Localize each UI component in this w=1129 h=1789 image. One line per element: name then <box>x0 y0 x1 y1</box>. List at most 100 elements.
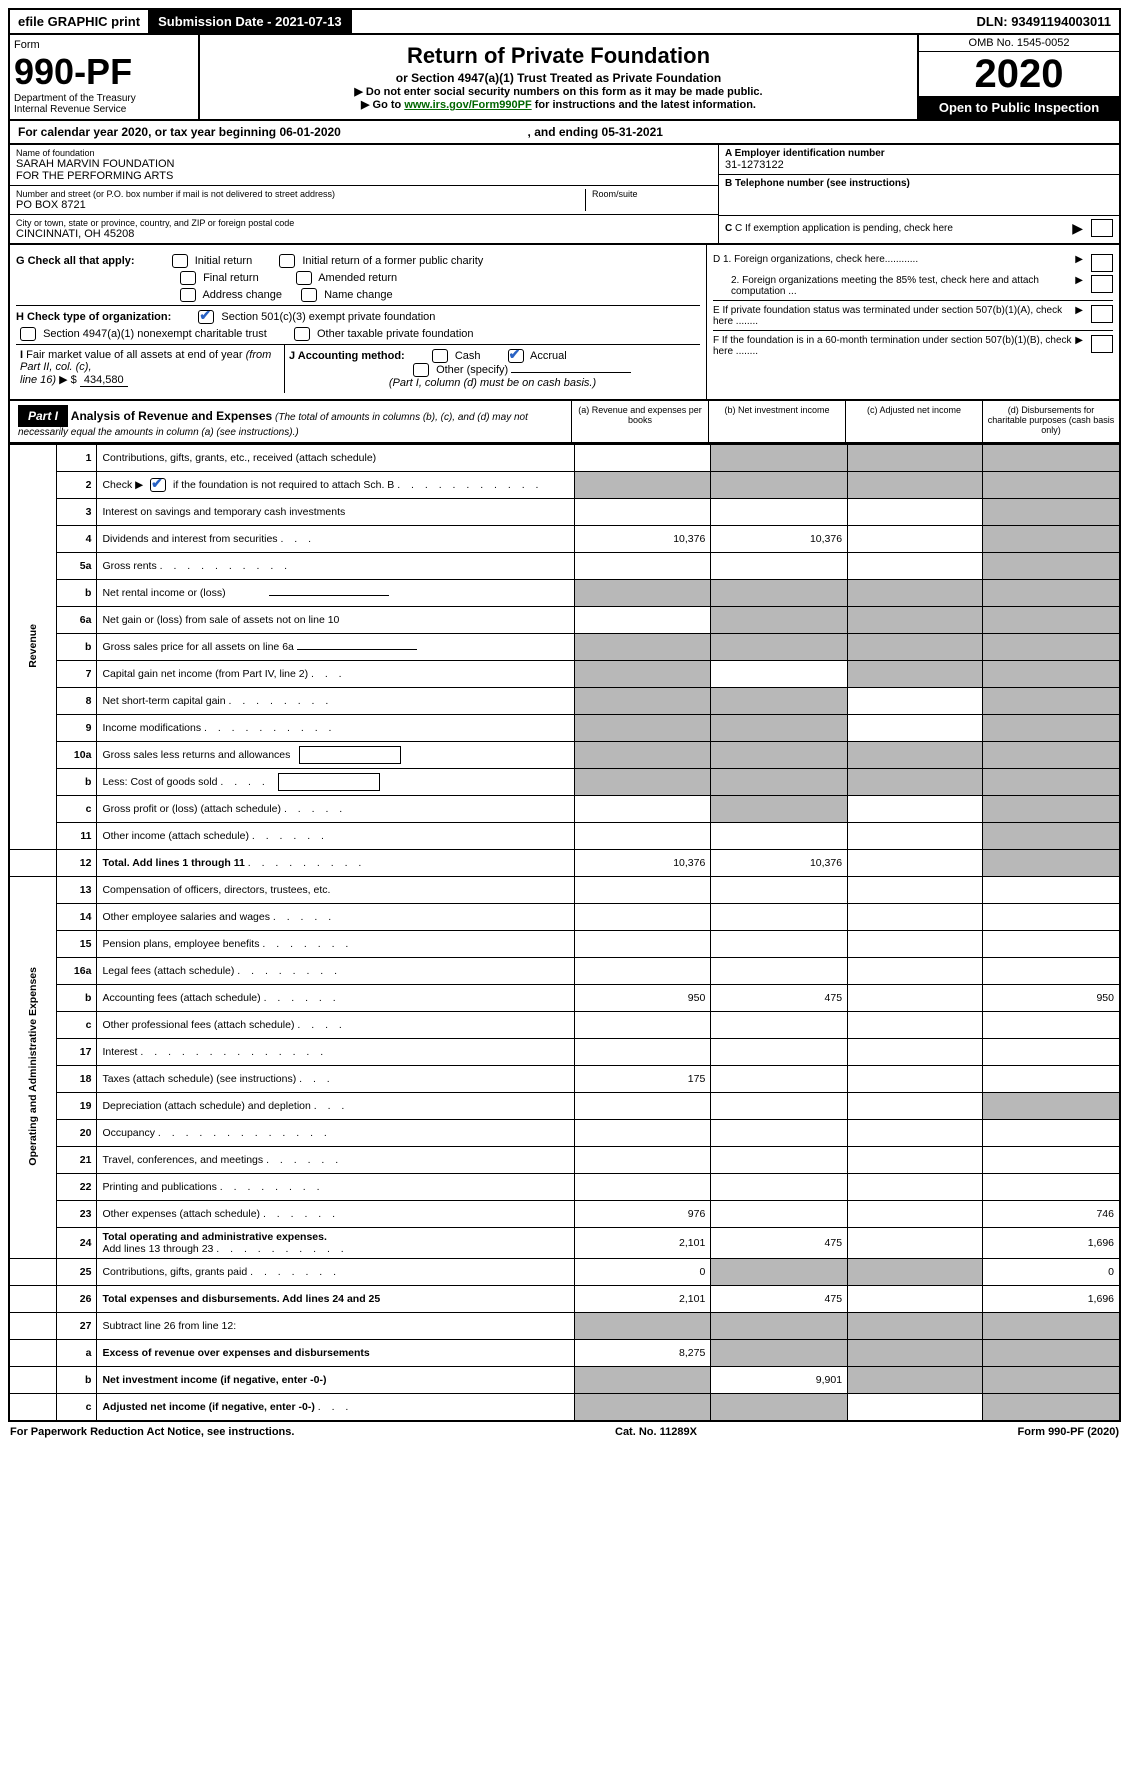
line27b-b: 9,901 <box>711 1367 848 1394</box>
room-suite-label: Room/suite <box>592 189 712 199</box>
table-row: 20Occupancy . . . . . . . . . . . . . <box>9 1120 1120 1147</box>
line25-d: 0 <box>983 1259 1120 1286</box>
form-title: Return of Private Foundation <box>206 43 911 69</box>
checks-section: G Check all that apply: Initial return I… <box>8 245 1121 401</box>
top-bar: efile GRAPHIC print Submission Date - 20… <box>8 8 1121 35</box>
table-row: 10aGross sales less returns and allowanc… <box>9 742 1120 769</box>
table-row: bGross sales price for all assets on lin… <box>9 634 1120 661</box>
table-row: 5aGross rents . . . . . . . . . . <box>9 553 1120 580</box>
table-row: Revenue 1 Contributions, gifts, grants, … <box>9 445 1120 472</box>
line24-d: 1,696 <box>983 1228 1120 1259</box>
line12-b: 10,376 <box>711 850 848 877</box>
table-row: 24Total operating and administrative exp… <box>9 1228 1120 1259</box>
initial-return-checkbox[interactable] <box>172 254 188 268</box>
final-return-checkbox[interactable] <box>180 271 196 285</box>
line16b-a: 950 <box>574 985 711 1012</box>
line18-a: 175 <box>574 1066 711 1093</box>
line4-a: 10,376 <box>574 526 711 553</box>
address-row: Number and street (or P.O. box number if… <box>10 186 718 215</box>
fmv-value: 434,580 <box>80 374 128 387</box>
col-b-header: (b) Net investment income <box>708 401 845 442</box>
line24-a: 2,101 <box>574 1228 711 1259</box>
col-c-header: (c) Adjusted net income <box>845 401 982 442</box>
table-row: 8Net short-term capital gain . . . . . .… <box>9 688 1120 715</box>
line26-b: 475 <box>711 1286 848 1313</box>
ein-row: A Employer identification number 31-1273… <box>719 145 1119 175</box>
e-checkbox[interactable] <box>1091 305 1113 323</box>
table-row: bNet rental income or (loss) <box>9 580 1120 607</box>
501c3-checkbox[interactable] <box>198 310 214 324</box>
line23-a: 976 <box>574 1201 711 1228</box>
table-row: 27Subtract line 26 from line 12: <box>9 1313 1120 1340</box>
table-row: bLess: Cost of goods sold . . . . <box>9 769 1120 796</box>
cat-number: Cat. No. 11289X <box>615 1426 697 1438</box>
table-row: 12Total. Add lines 1 through 11 . . . . … <box>9 850 1120 877</box>
irs-label: Internal Revenue Service <box>14 104 194 115</box>
col-a-header: (a) Revenue and expenses per books <box>571 401 708 442</box>
table-row: 25Contributions, gifts, grants paid . . … <box>9 1259 1120 1286</box>
line26-d: 1,696 <box>983 1286 1120 1313</box>
line27a-a: 8,275 <box>574 1340 711 1367</box>
table-row: bNet investment income (if negative, ent… <box>9 1367 1120 1394</box>
submission-date: Submission Date - 2021-07-13 <box>150 10 352 33</box>
other-method-checkbox[interactable] <box>413 363 429 377</box>
col-d-header: (d) Disbursements for charitable purpose… <box>982 401 1119 442</box>
table-row: 9Income modifications . . . . . . . . . … <box>9 715 1120 742</box>
f-checkbox[interactable] <box>1091 335 1113 353</box>
f-label: F If the foundation is in a 60-month ter… <box>713 335 1075 357</box>
footer: For Paperwork Reduction Act Notice, see … <box>8 1422 1121 1442</box>
part1-header: Part I Analysis of Revenue and Expenses … <box>8 401 1121 444</box>
form-number: 990-PF <box>14 51 194 93</box>
amended-return-checkbox[interactable] <box>296 271 312 285</box>
expenses-side-label: Operating and Administrative Expenses <box>27 967 39 1166</box>
part1-label: Part I <box>18 405 68 427</box>
form-label: Form <box>14 39 194 51</box>
tax-end-date: 05-31-2021 <box>602 125 663 139</box>
city-state-zip: CINCINNATI, OH 45208 <box>16 228 712 240</box>
info-section: Name of foundation SARAH MARVIN FOUNDATI… <box>8 145 1121 245</box>
line23-d: 746 <box>983 1201 1120 1228</box>
table-row: 26Total expenses and disbursements. Add … <box>9 1286 1120 1313</box>
exemption-checkbox[interactable] <box>1091 219 1113 237</box>
open-inspection: Open to Public Inspection <box>919 96 1119 119</box>
table-row: 22Printing and publications . . . . . . … <box>9 1174 1120 1201</box>
other-taxable-checkbox[interactable] <box>294 327 310 341</box>
sch-b-checkbox[interactable] <box>150 478 166 492</box>
ssn-note: ▶ Do not enter social security numbers o… <box>206 85 911 98</box>
table-row: 3Interest on savings and temporary cash … <box>9 499 1120 526</box>
form-subtitle: or Section 4947(a)(1) Trust Treated as P… <box>206 71 911 85</box>
table-row: 16aLegal fees (attach schedule) . . . . … <box>9 958 1120 985</box>
name-change-checkbox[interactable] <box>301 288 317 302</box>
d1-label: D 1. Foreign organizations, check here..… <box>713 254 1075 272</box>
line26-a: 2,101 <box>574 1286 711 1313</box>
form-footer: Form 990-PF (2020) <box>1018 1426 1120 1438</box>
cash-checkbox[interactable] <box>432 349 448 363</box>
d1-checkbox[interactable] <box>1091 254 1113 272</box>
table-row: 21Travel, conferences, and meetings . . … <box>9 1147 1120 1174</box>
table-row: 19Depreciation (attach schedule) and dep… <box>9 1093 1120 1120</box>
exemption-pending-row: C C If exemption application is pending,… <box>719 216 1119 240</box>
table-row: cGross profit or (loss) (attach schedule… <box>9 796 1120 823</box>
irs-link[interactable]: www.irs.gov/Form990PF <box>404 99 531 111</box>
address-change-checkbox[interactable] <box>180 288 196 302</box>
tax-year: 2020 <box>919 52 1119 96</box>
revenue-side-label: Revenue <box>27 624 39 668</box>
table-row: cAdjusted net income (if negative, enter… <box>9 1394 1120 1422</box>
d2-checkbox[interactable] <box>1091 275 1113 293</box>
4947-checkbox[interactable] <box>20 327 36 341</box>
g-row: G Check all that apply: Initial return I… <box>16 254 700 268</box>
e-label: E If private foundation status was termi… <box>713 305 1075 327</box>
efile-label: efile GRAPHIC print <box>10 10 150 33</box>
accrual-checkbox[interactable] <box>508 349 524 363</box>
table-row: 4Dividends and interest from securities … <box>9 526 1120 553</box>
tax-begin-date: 06-01-2020 <box>279 125 340 139</box>
line12-a: 10,376 <box>574 850 711 877</box>
d2-label: 2. Foreign organizations meeting the 85%… <box>731 275 1075 297</box>
initial-former-checkbox[interactable] <box>279 254 295 268</box>
dln: DLN: 93491194003011 <box>969 10 1119 33</box>
table-row: 17Interest . . . . . . . . . . . . . . <box>9 1039 1120 1066</box>
street-address: PO BOX 8721 <box>16 199 585 211</box>
dept-label: Department of the Treasury <box>14 93 194 104</box>
j-row: J Accounting method: Cash Accrual Other … <box>284 345 700 393</box>
table-row: 23Other expenses (attach schedule) . . .… <box>9 1201 1120 1228</box>
